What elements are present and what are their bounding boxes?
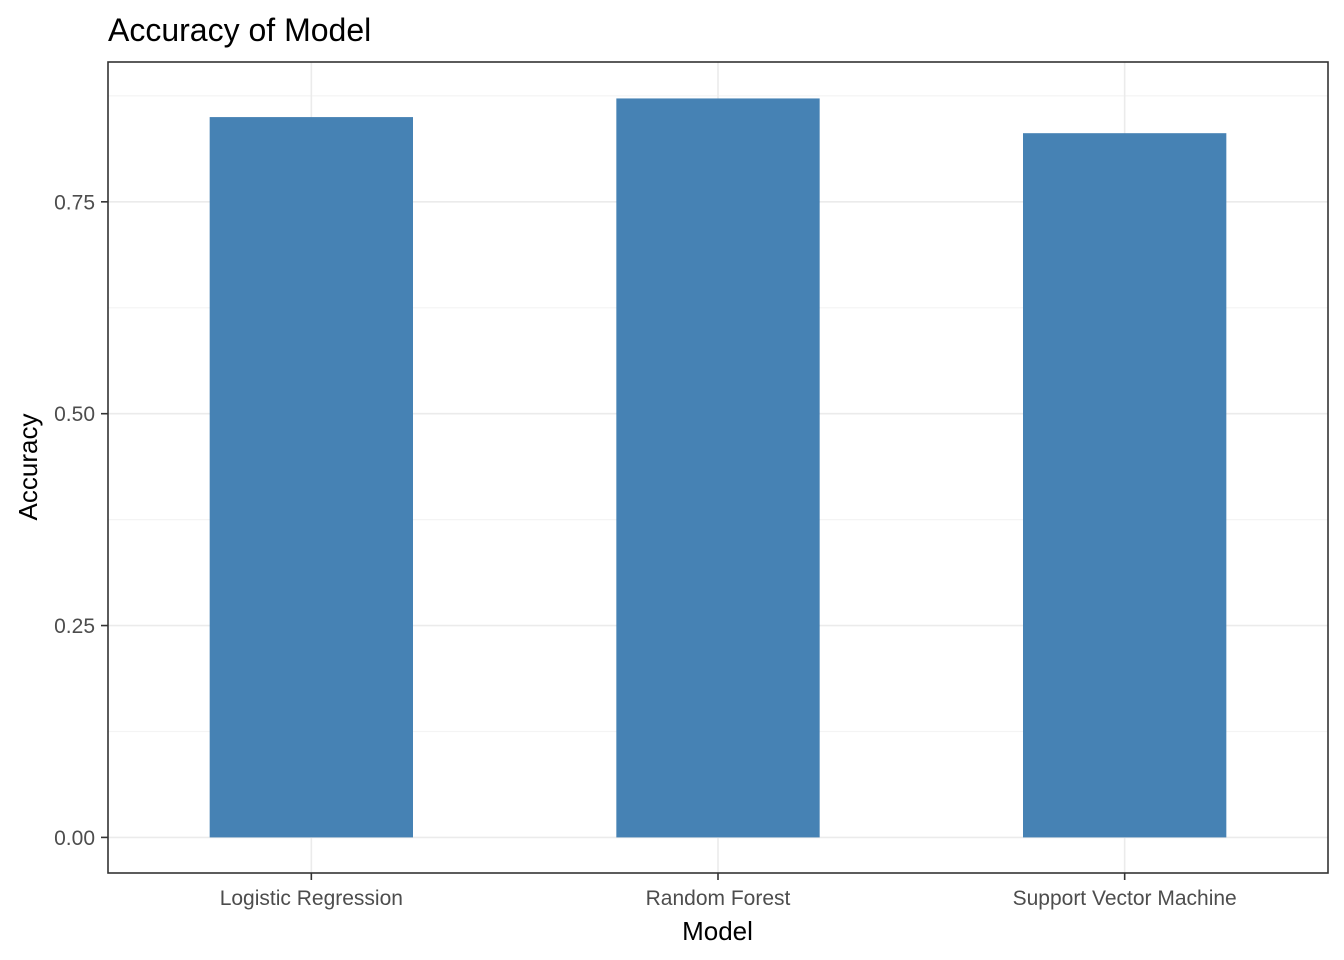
x-tick-label: Random Forest bbox=[646, 887, 791, 910]
bars bbox=[209, 98, 1227, 838]
x-tick-label: Logistic Regression bbox=[220, 887, 403, 910]
chart-title: Accuracy of Model bbox=[108, 12, 371, 48]
x-tick-label: Support Vector Machine bbox=[1013, 887, 1237, 910]
y-tick-label: 0.50 bbox=[54, 403, 95, 426]
y-tick-label: 0.00 bbox=[54, 827, 95, 850]
bar-logistic-regression bbox=[209, 117, 413, 838]
x-axis-title: Model bbox=[682, 916, 753, 946]
bar-support-vector-machine bbox=[1023, 133, 1227, 838]
y-tick-label: 0.75 bbox=[54, 191, 95, 214]
y-axis: 0.00 0.25 0.50 0.75 bbox=[54, 191, 108, 850]
y-axis-title: Accuracy bbox=[13, 414, 43, 521]
x-axis: Logistic Regression Random Forest Support … bbox=[220, 873, 1237, 910]
bar-random-forest bbox=[616, 98, 820, 838]
y-tick-label: 0.25 bbox=[54, 615, 95, 638]
